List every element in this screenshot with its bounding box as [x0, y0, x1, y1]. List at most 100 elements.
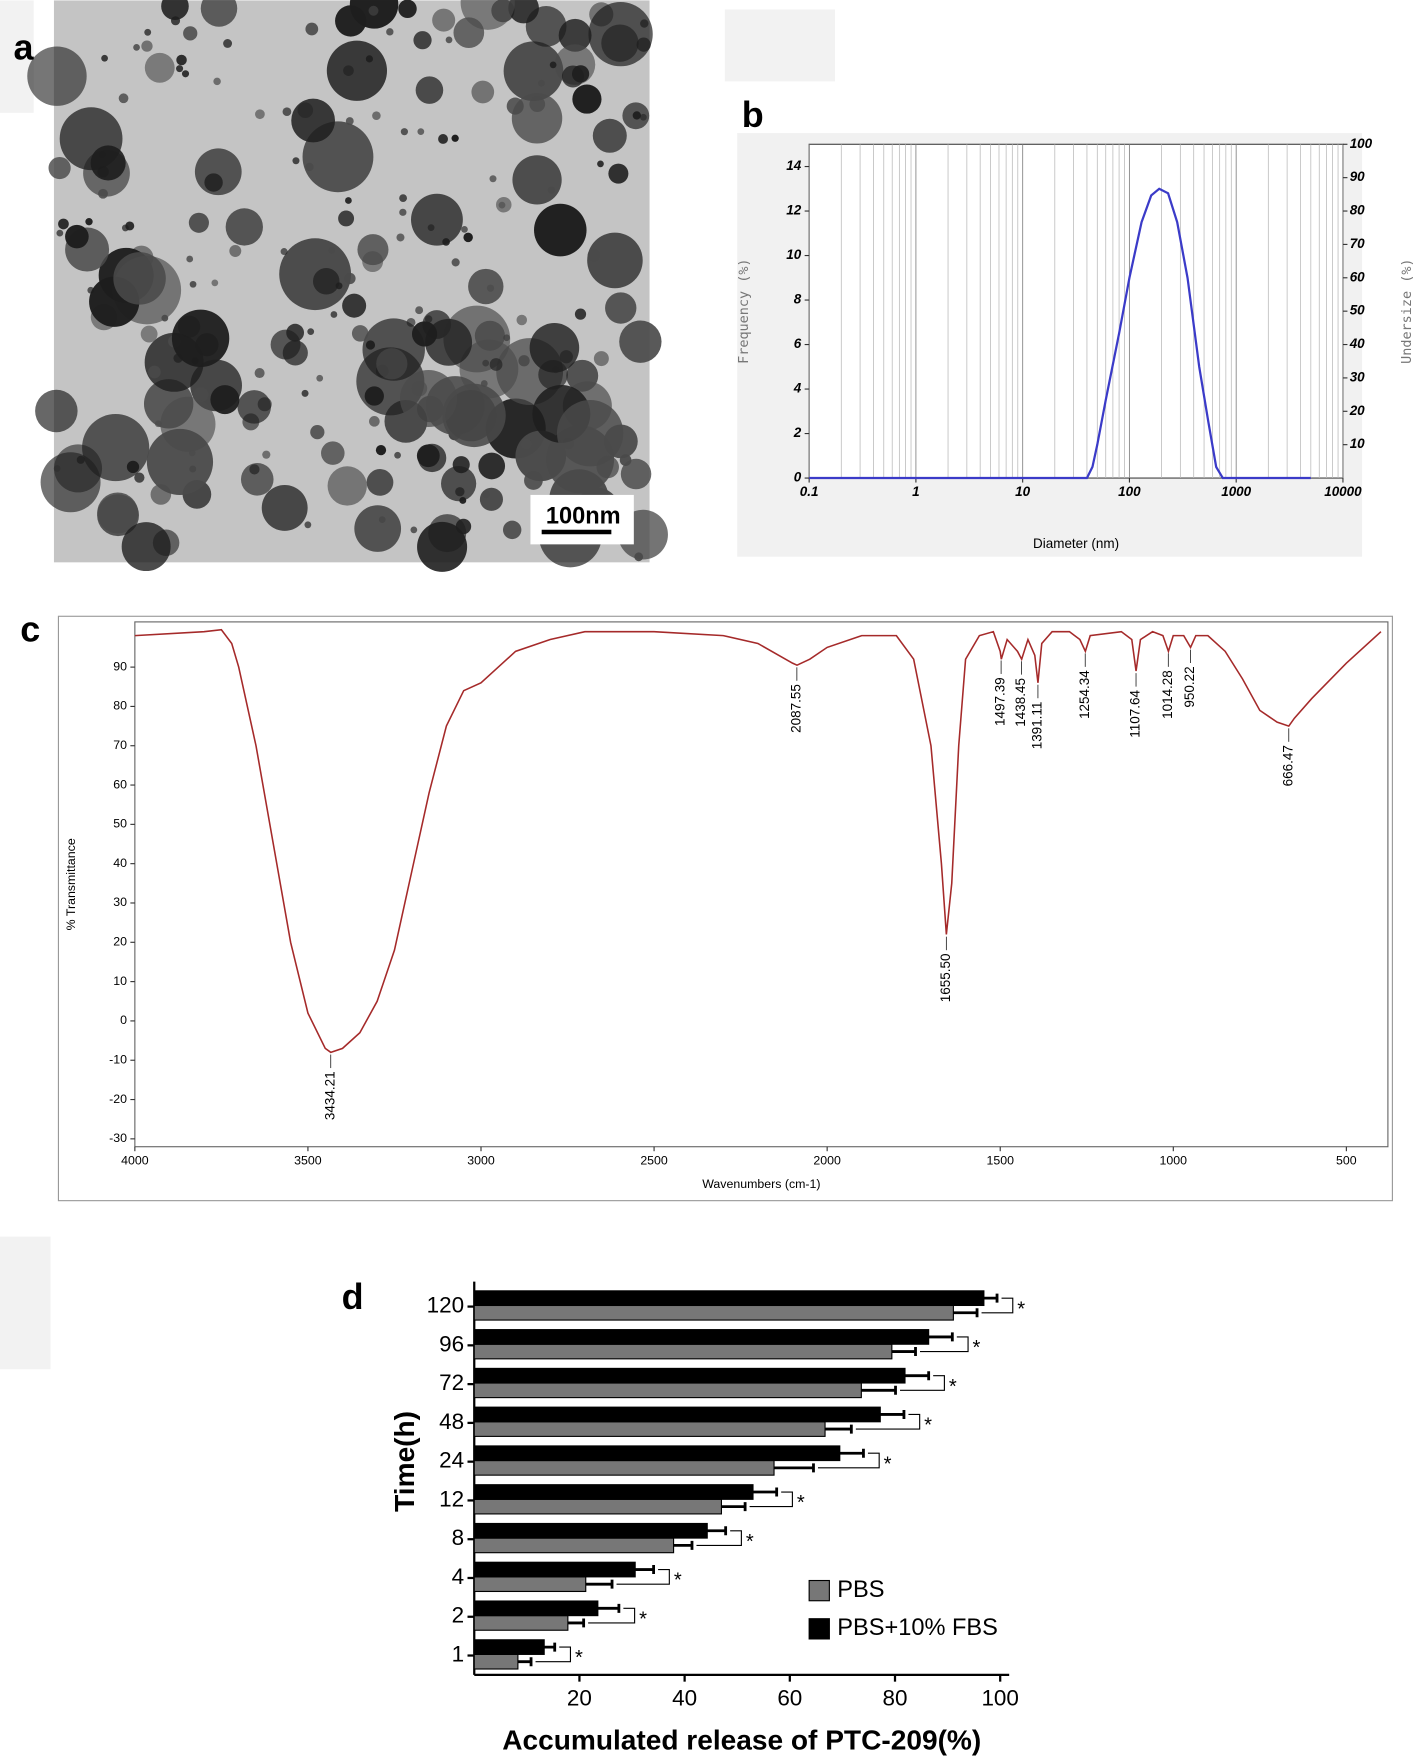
- x-tick-label: 1000: [1160, 1154, 1188, 1168]
- particle: [547, 186, 556, 194]
- y-tick-label: 10: [113, 974, 127, 988]
- particle: [280, 248, 288, 256]
- particle: [351, 325, 369, 342]
- particle: [255, 109, 265, 120]
- significance-bracket: [616, 1568, 670, 1585]
- particle: [213, 77, 221, 86]
- significance-label: *: [884, 1453, 892, 1475]
- particle: [210, 385, 240, 415]
- y-tick-label: 30: [113, 895, 127, 909]
- y2-tick-label: 100: [1350, 136, 1373, 151]
- particle: [195, 333, 219, 357]
- significance-bracket: [696, 1530, 742, 1546]
- particle: [601, 24, 639, 62]
- significance-bracket: [535, 1646, 572, 1663]
- x-axis-label: Wavenumbers (cm-1): [702, 1177, 820, 1191]
- y2-tick-label: 40: [1349, 336, 1365, 351]
- legend-swatch: [808, 1618, 830, 1640]
- particle: [310, 425, 325, 440]
- particle: [312, 267, 340, 295]
- particle: [478, 452, 506, 480]
- error-bar: [707, 1526, 728, 1536]
- y2-tick-label: 90: [1350, 169, 1365, 184]
- particle: [125, 221, 135, 231]
- x-tick-label: 2500: [640, 1154, 668, 1168]
- particle: [529, 96, 546, 112]
- particle: [471, 80, 495, 104]
- bar: [473, 1653, 519, 1670]
- particle: [459, 339, 519, 399]
- label-box: [0, 1236, 51, 1370]
- particle: [176, 54, 187, 66]
- particle: [396, 233, 405, 242]
- particle: [534, 203, 587, 257]
- particle: [282, 107, 292, 117]
- particle: [592, 118, 627, 153]
- particle: [191, 357, 199, 365]
- x-tick-label: 100: [981, 1686, 1019, 1711]
- particle: [176, 65, 184, 73]
- y-tick-label: 4: [793, 381, 802, 396]
- scale-bar-label: 100nm: [546, 504, 621, 530]
- y-tick-label: -20: [109, 1092, 127, 1106]
- bar: [473, 1459, 775, 1476]
- significance-label: *: [746, 1531, 754, 1553]
- x-tick-label: 100: [1118, 484, 1141, 499]
- particle: [35, 389, 78, 433]
- particle: [593, 351, 609, 367]
- particle: [364, 386, 384, 406]
- particle: [410, 526, 418, 534]
- particle: [307, 328, 315, 336]
- significance-bracket: [920, 1336, 969, 1353]
- y-tick-label: 24: [439, 1448, 464, 1473]
- particle: [399, 208, 407, 216]
- particle: [417, 128, 425, 136]
- particle: [479, 487, 503, 511]
- particle: [301, 389, 309, 397]
- particle: [524, 471, 543, 490]
- y2-tick-label: 80: [1350, 203, 1365, 218]
- significance-label: *: [1017, 1298, 1025, 1320]
- particle: [97, 494, 139, 537]
- y-tick-label: 8: [452, 1525, 465, 1550]
- particle: [327, 466, 367, 506]
- particle: [304, 521, 312, 529]
- particle: [608, 163, 629, 184]
- error-bar: [983, 1293, 999, 1303]
- particle: [518, 355, 530, 367]
- annotation-label: 1107.64: [1128, 690, 1143, 738]
- y-tick-label: 70: [113, 738, 127, 752]
- scale-bar-box: [530, 494, 634, 545]
- particle: [411, 193, 463, 246]
- bar: [473, 1367, 906, 1384]
- particle: [529, 323, 580, 373]
- y-tick-label: 0: [120, 1013, 127, 1027]
- particle: [262, 450, 271, 459]
- particle: [558, 18, 592, 52]
- panel-label: c: [20, 609, 40, 650]
- y-tick-label: 4: [452, 1564, 465, 1589]
- y-tick-label: 2: [793, 425, 802, 440]
- error-bar: [721, 1502, 747, 1512]
- particle: [399, 194, 408, 203]
- particle: [305, 22, 319, 36]
- error-bar: [517, 1657, 533, 1667]
- y2-tick-label: 10: [1350, 436, 1365, 451]
- particle: [282, 340, 308, 366]
- particle: [161, 314, 169, 322]
- particle: [538, 359, 568, 390]
- particle: [632, 111, 641, 120]
- significance-bracket: [588, 1607, 636, 1624]
- particle: [229, 245, 242, 257]
- x-tick-label: 40: [672, 1686, 697, 1711]
- x-tick-label: 10: [1015, 484, 1030, 499]
- particle: [413, 31, 432, 50]
- particle: [619, 454, 632, 466]
- particle: [556, 400, 624, 467]
- particle: [58, 218, 69, 230]
- plot-area: [134, 621, 1389, 1148]
- bar: [473, 1537, 675, 1554]
- particle: [461, 226, 468, 233]
- particle: [451, 258, 460, 267]
